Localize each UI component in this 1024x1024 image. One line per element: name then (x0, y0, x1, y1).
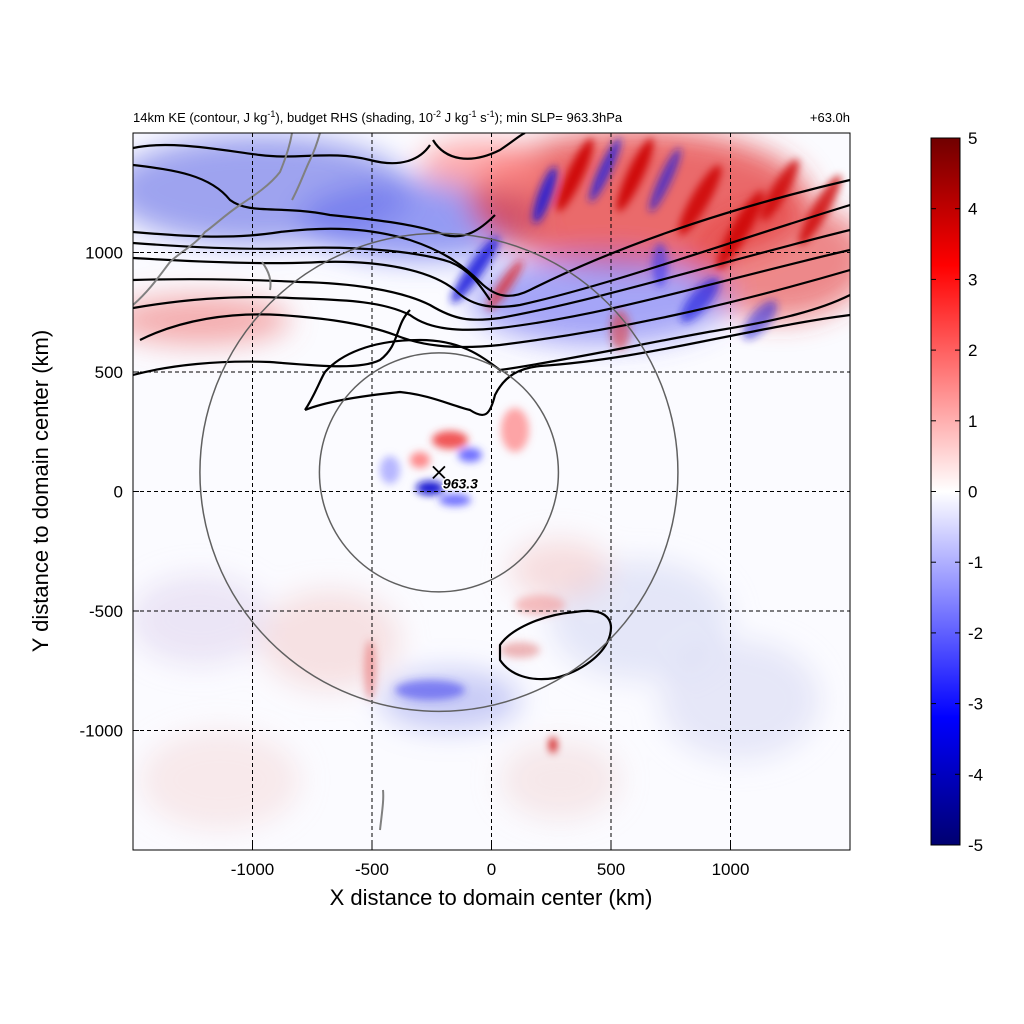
colorbar-tick-label: -5 (968, 836, 983, 855)
ke-contour (133, 143, 431, 165)
y-axis: -1000 -500 0 500 1000 (80, 244, 139, 741)
chart-title: 14km KE (contour, J kg-1), budget RHS (s… (133, 109, 623, 125)
min-slp-marker: 963.3 (432, 465, 480, 493)
coastline (291, 133, 321, 201)
coastline (133, 133, 293, 306)
colorbar: 5 4 3 2 1 0 -1 -2 -3 -4 -5 (930, 129, 983, 855)
x-tick-label: 500 (597, 860, 625, 879)
grid-lines (133, 133, 850, 850)
coastline (261, 261, 272, 291)
radius-circles (199, 232, 679, 713)
colorbar-tick-label: 5 (968, 129, 977, 148)
colorbar-ticks: 5 4 3 2 1 0 -1 -2 -3 -4 -5 (931, 129, 983, 855)
colorbar-tick-label: 3 (968, 270, 977, 289)
x-tick-label: 0 (487, 860, 496, 879)
colorbar-tick-label: -3 (968, 695, 983, 714)
y-tick-label: -500 (89, 602, 123, 621)
y-tick-label: 0 (114, 483, 123, 502)
colorbar-tick-label: 0 (968, 483, 977, 502)
x-axis: -1000 -500 0 500 1000 (231, 844, 750, 879)
x-tick-label: -500 (355, 860, 389, 879)
colorbar-tick-label: 1 (968, 412, 977, 431)
ke-contour (304, 313, 850, 417)
x-tick-label: -1000 (231, 860, 274, 879)
ke-contour (133, 309, 411, 377)
coastline (379, 789, 385, 831)
y-axis-title: Y distance to domain center (km) (28, 330, 53, 652)
plot-area: 963.3 (133, 133, 850, 850)
ke-contour (133, 203, 850, 308)
colorbar-tick-label: 4 (968, 200, 977, 219)
colorbar-tick-label: -2 (968, 624, 983, 643)
ke-contour (133, 163, 496, 238)
ke-contour (498, 609, 613, 681)
y-tick-label: 1000 (85, 244, 123, 263)
y-tick-label: 500 (95, 363, 123, 382)
ke-contour (432, 133, 526, 160)
x-axis-title: X distance to domain center (km) (330, 885, 653, 910)
y-tick-label: -1000 (80, 722, 123, 741)
ke-contour (133, 178, 850, 297)
radius-circle (199, 232, 679, 713)
coastlines (133, 133, 385, 831)
ke-contour (133, 228, 850, 321)
slp-label: 963.3 (443, 475, 478, 491)
x-tick-label: 1000 (712, 860, 750, 879)
colorbar-tick-label: -1 (968, 553, 983, 572)
radius-circle (318, 352, 560, 593)
shading-detail (364, 138, 842, 753)
time-label: +63.0h (810, 110, 850, 125)
colorbar-tick-label: 2 (968, 341, 977, 360)
ke-contour (133, 248, 850, 331)
colorbar-tick-label: -4 (968, 765, 983, 784)
slp-cross (432, 465, 446, 480)
